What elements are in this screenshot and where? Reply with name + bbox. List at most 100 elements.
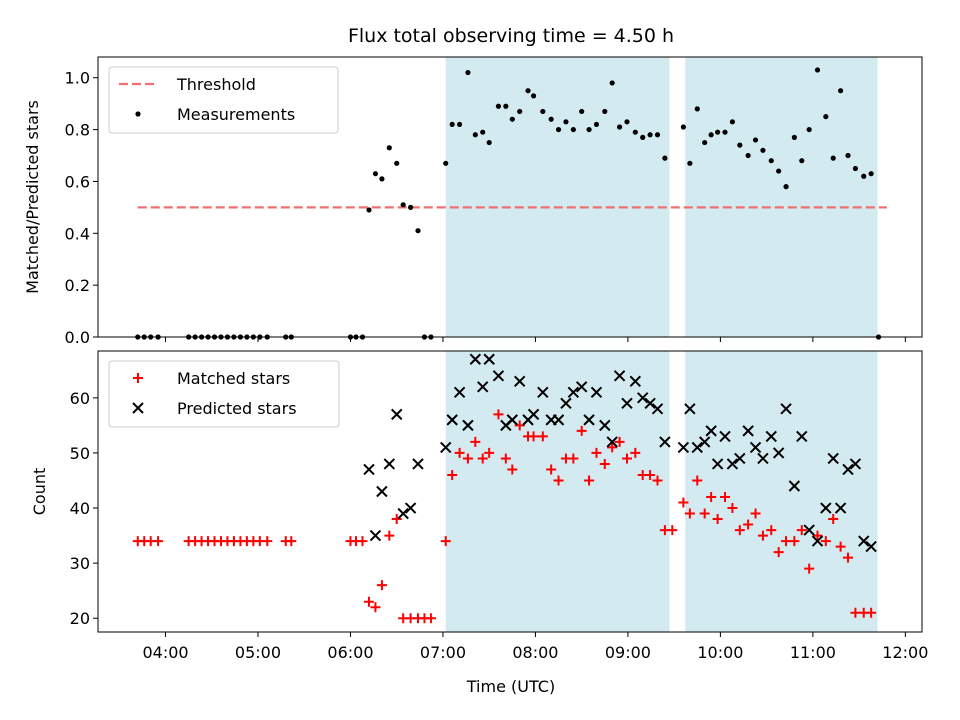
matched-star-point bbox=[812, 530, 823, 541]
matched-star-point bbox=[500, 453, 511, 464]
shaded-interval bbox=[685, 57, 878, 337]
shaded-interval bbox=[445, 57, 670, 337]
predicted-star-point bbox=[788, 480, 801, 492]
y-tick-label: 0.4 bbox=[65, 224, 90, 243]
measurement-point bbox=[868, 171, 874, 177]
matched-star-point bbox=[462, 453, 473, 464]
predicted-star-point bbox=[412, 458, 424, 470]
x-tick-label: 09:00 bbox=[605, 643, 651, 662]
measurement-point bbox=[783, 184, 789, 190]
x-axis-label: Time (UTC) bbox=[466, 677, 555, 696]
predicted-star-point bbox=[583, 414, 595, 426]
x-tick-label: 04:00 bbox=[142, 643, 188, 662]
predicted-star-point bbox=[492, 370, 505, 382]
matched-star-point bbox=[440, 536, 451, 547]
measurement-point bbox=[760, 147, 766, 153]
predicted-star-point bbox=[780, 403, 792, 415]
matched-star-point bbox=[734, 525, 745, 536]
matched-star-point bbox=[599, 458, 610, 469]
matched-star-point bbox=[773, 547, 784, 558]
measurement-point bbox=[407, 204, 414, 210]
measurement-point bbox=[386, 145, 392, 151]
legend-box bbox=[108, 360, 340, 428]
predicted-star-point bbox=[567, 386, 580, 399]
x-tick-label: 07:00 bbox=[420, 643, 466, 662]
measurement-point bbox=[708, 132, 714, 138]
predicted-star-point bbox=[376, 485, 388, 498]
axes-frame bbox=[97, 350, 923, 633]
legend-measurement-swatch bbox=[135, 111, 141, 117]
matched-star-point bbox=[370, 602, 381, 613]
legend-label: Predicted stars bbox=[177, 399, 297, 418]
matched-star-point bbox=[507, 464, 518, 475]
matched-star-point bbox=[591, 447, 602, 458]
y-tick-label: 0.6 bbox=[65, 172, 90, 191]
y-axis-label: Matched/Predicted stars bbox=[23, 100, 42, 294]
predicted-star-point bbox=[483, 353, 495, 365]
measurement-point bbox=[593, 121, 600, 128]
predicted-star-point bbox=[651, 403, 664, 415]
predicted-star-point bbox=[734, 452, 746, 465]
measurement-point bbox=[799, 158, 805, 164]
predicted-star-point bbox=[552, 414, 565, 426]
matched-star-point bbox=[828, 514, 839, 525]
matched-star-point bbox=[645, 469, 656, 480]
measurement-point bbox=[702, 139, 708, 146]
predicted-star-point bbox=[849, 458, 862, 470]
matched-star-point bbox=[699, 508, 710, 519]
measurement-point bbox=[394, 160, 400, 166]
measurement-point bbox=[814, 67, 821, 73]
predicted-star-point bbox=[527, 408, 540, 421]
predicted-star-point bbox=[462, 419, 474, 432]
predicted-star-point bbox=[677, 441, 690, 454]
ratio-panel: 0.0 0.2 0.4 0.6 0.8 1.0 Matched/Predicted star… bbox=[23, 56, 923, 347]
measurement-point bbox=[563, 119, 569, 125]
y-tick-label: 50 bbox=[70, 444, 90, 463]
matched-star-point bbox=[391, 514, 402, 525]
legend-matched-swatch bbox=[133, 373, 143, 383]
predicted-star-point bbox=[705, 425, 717, 437]
matched-star-point bbox=[584, 475, 595, 486]
measurement-point bbox=[737, 142, 743, 148]
measurement-point bbox=[722, 129, 728, 135]
matched-star-point bbox=[576, 425, 587, 436]
matched-star-point bbox=[866, 607, 877, 618]
measurement-point bbox=[715, 129, 721, 135]
measurement-point bbox=[745, 152, 751, 159]
matched-star-point bbox=[720, 492, 731, 503]
measurement-point bbox=[525, 88, 531, 94]
predicted-star-point bbox=[613, 370, 626, 382]
chart-title: Flux total observing time = 4.50 h bbox=[348, 25, 674, 47]
measurement-point bbox=[624, 119, 630, 125]
legend-label: Measurements bbox=[177, 105, 295, 124]
measurement-point bbox=[823, 114, 829, 120]
legend-label: Threshold bbox=[176, 75, 256, 94]
measurement-point bbox=[379, 176, 385, 182]
predicted-star-point bbox=[537, 386, 549, 399]
y-tick-label: 0.0 bbox=[65, 328, 90, 347]
measurement-point bbox=[616, 124, 623, 130]
predicted-star-point bbox=[383, 458, 396, 470]
count-panel: 20 30 40 50 60 04:00 05:00 06:00 07:00 08:00 09:00… bbox=[30, 350, 928, 662]
matched-star-point bbox=[678, 497, 689, 508]
y-tick-label: 20 bbox=[70, 609, 90, 628]
measurement-point bbox=[729, 119, 736, 125]
matched-star-point bbox=[684, 508, 695, 519]
measurement-point bbox=[852, 165, 859, 172]
matched-star-point bbox=[843, 552, 854, 563]
matched-star-point bbox=[621, 453, 632, 464]
measurement-point bbox=[806, 126, 812, 133]
measurement-point bbox=[366, 207, 372, 213]
predicted-star-point bbox=[684, 403, 696, 415]
matched-star-point bbox=[614, 436, 625, 447]
predicted-star-point bbox=[514, 375, 526, 388]
measurement-point bbox=[662, 155, 668, 161]
legend-box bbox=[108, 66, 339, 134]
measurement-point bbox=[495, 103, 502, 109]
matched-star-point bbox=[470, 436, 481, 447]
measurement-point bbox=[647, 132, 653, 138]
measurement-point bbox=[555, 126, 562, 133]
predicted-star-point bbox=[659, 436, 671, 448]
measurement-point bbox=[570, 126, 576, 133]
